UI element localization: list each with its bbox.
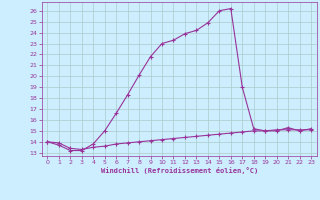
X-axis label: Windchill (Refroidissement éolien,°C): Windchill (Refroidissement éolien,°C) (100, 167, 258, 174)
